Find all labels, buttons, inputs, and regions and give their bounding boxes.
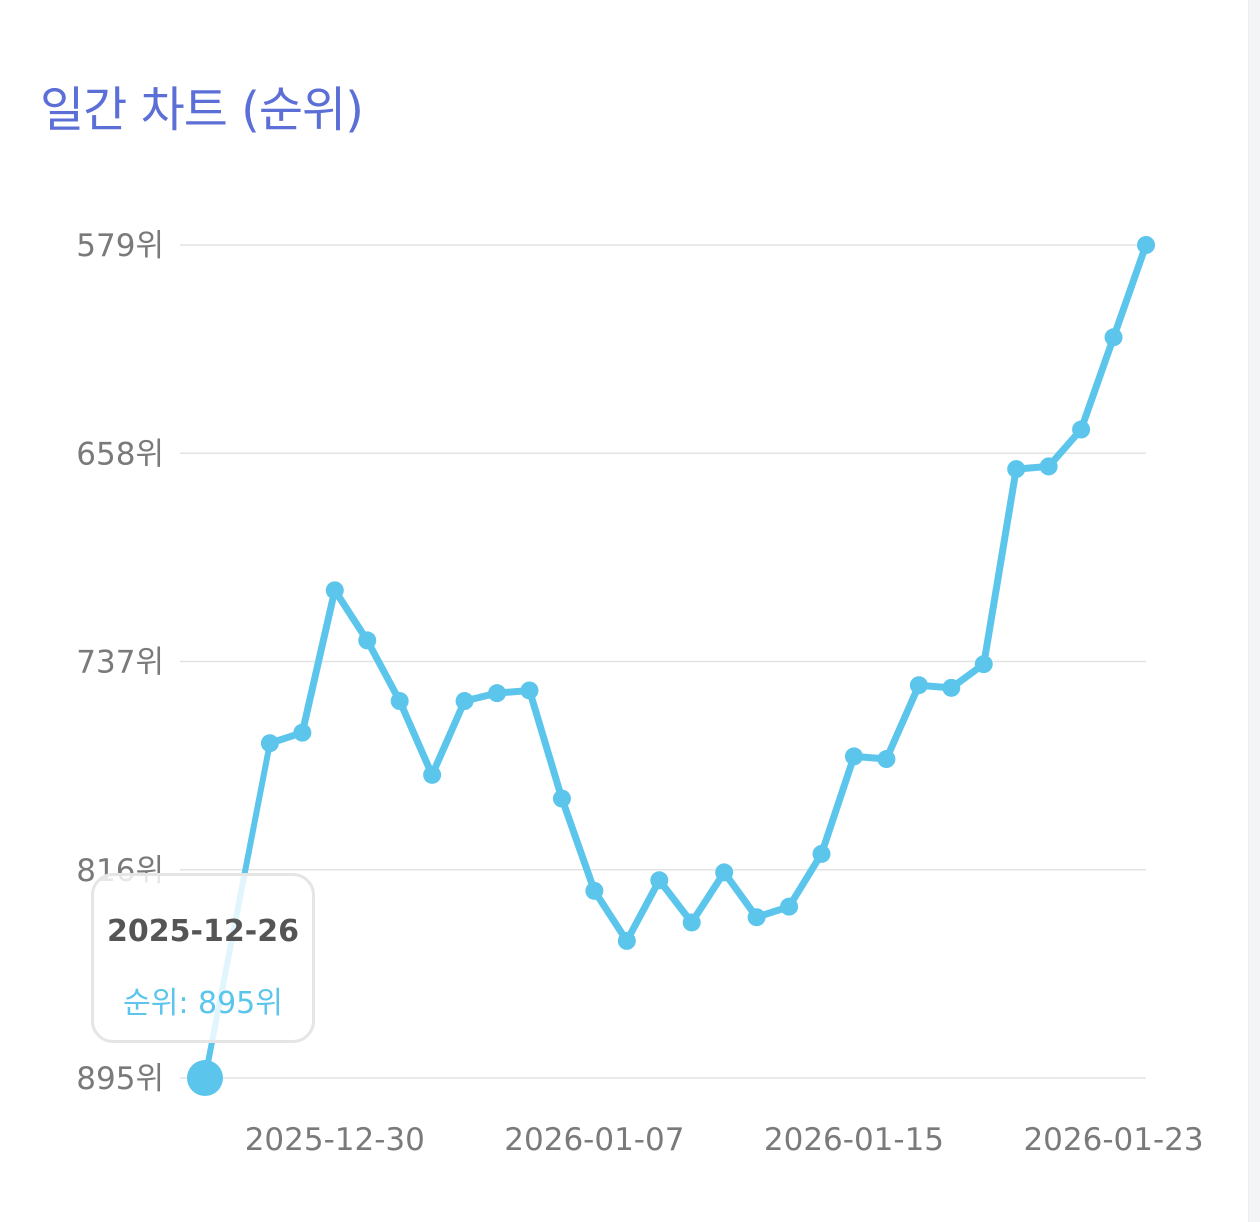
data-point[interactable] xyxy=(1039,457,1058,476)
data-point[interactable] xyxy=(1072,420,1091,439)
data-points xyxy=(260,236,1155,950)
data-point[interactable] xyxy=(844,747,863,766)
data-point[interactable] xyxy=(520,681,539,700)
x-tick-label: 2025-12-30 xyxy=(245,1122,425,1158)
x-tick-label: 2026-01-07 xyxy=(504,1122,684,1158)
data-point[interactable] xyxy=(1104,328,1123,347)
tooltip: 2025-12-26 순위: 895위 xyxy=(91,873,315,1043)
series-line xyxy=(266,241,1150,945)
data-point[interactable] xyxy=(552,789,571,808)
x-tick-label: 2026-01-15 xyxy=(764,1122,944,1158)
x-axis-ticks: 2025-12-30 2026-01-07 2026-01-15 2026-01-23 xyxy=(245,1122,1204,1158)
data-point[interactable] xyxy=(260,734,279,753)
data-point[interactable] xyxy=(682,913,701,932)
data-point[interactable] xyxy=(942,678,961,697)
y-tick-label: 737위 xyxy=(76,645,164,681)
data-point[interactable] xyxy=(812,844,831,863)
data-point[interactable] xyxy=(358,631,377,650)
grid-lines xyxy=(180,244,1146,1079)
data-point[interactable] xyxy=(974,655,993,674)
data-point[interactable] xyxy=(747,908,766,927)
data-point[interactable] xyxy=(455,692,474,711)
data-point[interactable] xyxy=(390,692,409,711)
data-point[interactable] xyxy=(909,676,928,695)
data-point[interactable] xyxy=(488,684,507,703)
y-tick-label: 579위 xyxy=(76,228,164,264)
data-point[interactable] xyxy=(617,931,636,950)
data-point[interactable] xyxy=(423,765,442,784)
data-point[interactable] xyxy=(325,581,344,600)
tooltip-date: 2025-12-26 xyxy=(107,914,299,949)
tooltip-value: 순위: 895위 xyxy=(123,986,283,1021)
y-tick-label: 895위 xyxy=(76,1061,164,1097)
x-tick-label: 2026-01-23 xyxy=(1023,1122,1203,1158)
data-point[interactable] xyxy=(780,897,799,916)
y-tick-label: 658위 xyxy=(76,436,164,472)
data-point[interactable] xyxy=(1007,460,1026,479)
chart-title: 일간 차트 (순위) xyxy=(40,82,364,138)
data-point[interactable] xyxy=(293,723,312,742)
data-point[interactable] xyxy=(715,863,734,882)
data-point[interactable] xyxy=(585,881,604,900)
data-point[interactable] xyxy=(877,750,896,769)
data-point[interactable] xyxy=(650,871,669,890)
data-point[interactable] xyxy=(1137,236,1155,254)
